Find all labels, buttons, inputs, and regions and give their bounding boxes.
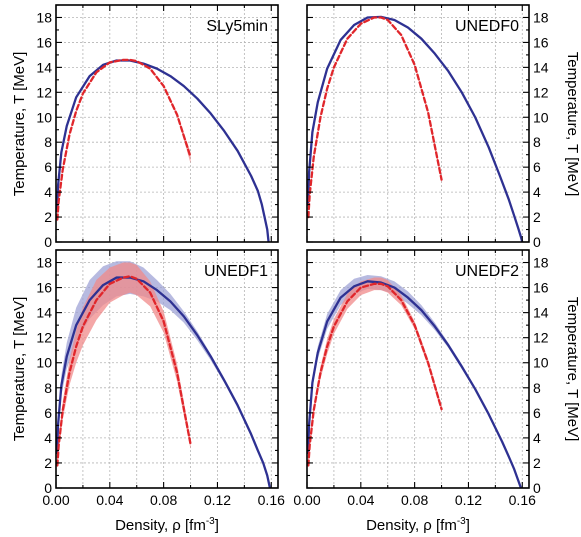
panel-sly5min: 0 2 4 6 8 10 12 14 16 18 SLy5min [36,4,279,250]
y-tick-label: 8 [533,134,541,150]
y-axis-title-right-bottom: Temperature, T [MeV] [564,297,581,442]
x-axis-title-right: Density, ρ [fm-3] [366,516,470,534]
y-tick-label: 2 [533,455,541,471]
blue-solid-curve [307,280,523,488]
y-axis-title-right-top: Temperature, T [MeV] [564,52,581,197]
x-tick-label: 0.12 [204,492,231,508]
y-axis-title-left-top: Temperature, T [MeV] [11,52,28,197]
y-tick-label: 0 [533,234,541,250]
x-tick-label: 0.08 [150,492,177,508]
red-uncertainty-band [57,262,191,468]
x-tick-label: 0.16 [258,492,285,508]
x-axis-title-left: Density, ρ [fm-3] [115,516,219,534]
plot-frame [55,249,279,489]
blue-solid-curve [56,59,270,242]
y-tick-label: 6 [44,159,52,175]
y-tick-label: 12 [533,84,549,100]
y-tick-label: 4 [44,184,52,200]
panel-label: UNEDF0 [455,18,519,35]
y-tick-label: 12 [533,330,549,346]
x-tick-label: 0.08 [401,492,428,508]
panel-label: UNEDF2 [455,263,519,280]
x-tick-label: 0.00 [293,492,320,508]
red-dashed-curve [56,58,192,221]
red-dashed-curve [307,16,443,219]
y-tick-label: 10 [36,109,52,125]
y-tick-label: 8 [533,380,541,396]
y-tick-label: 16 [36,34,52,50]
panel-label: SLy5min [206,18,268,35]
panel-unedf0: 0 2 4 6 8 10 12 14 16 18 UNEDF0 [306,4,549,250]
y-tick-label: 4 [44,430,52,446]
y-tick-label: 18 [36,255,52,271]
y-tick-label: 0 [44,234,52,250]
red-uncertainty-band [57,59,191,220]
blue-uncertainty-band [308,275,521,488]
y-tick-label: 2 [44,455,52,471]
red-dashed-curve [307,282,443,467]
y-tick-label: 18 [36,9,52,25]
y-tick-label: 14 [533,305,549,321]
plot-frame [306,4,530,243]
y-tick-label: 4 [533,184,541,200]
y-tick-label: 16 [36,280,52,296]
blue-solid-curve [56,276,272,488]
y-tick-label: 16 [533,280,549,296]
red-dashed-curve [56,275,192,467]
y-tick-label: 2 [44,209,52,225]
y-tick-label: 6 [533,405,541,421]
y-tick-label: 16 [533,34,549,50]
y-tick-label: 2 [533,209,541,225]
y-tick-label: 6 [533,159,541,175]
panel-unedf1: 0 2 4 6 8 10 12 14 16 18 0.00 0.04 0.08 0.12 0.16 UNED… [36,249,285,508]
y-tick-label: 10 [533,355,549,371]
y-tick-label: 14 [36,59,52,75]
y-tick-label: 14 [533,59,549,75]
y-tick-label: 4 [533,430,541,446]
y-tick-label: 12 [36,84,52,100]
panel-unedf2: 0 2 4 6 8 10 12 14 16 18 0.00 0.04 0.08 0.12 0.16 UNED… [293,249,549,508]
panel-label: UNEDF1 [204,263,268,280]
y-tick-label: 18 [533,9,549,25]
y-tick-label: 12 [36,330,52,346]
y-tick-label: 10 [36,355,52,371]
y-tick-label: 6 [44,405,52,421]
x-tick-label: 0.12 [455,492,482,508]
y-tick-label: 14 [36,305,52,321]
y-tick-label: 8 [44,380,52,396]
y-axis-title-left-bottom: Temperature, T [MeV] [11,297,28,442]
y-tick-label: 18 [533,255,549,271]
plot-frame [55,4,279,243]
x-tick-label: 0.16 [509,492,536,508]
y-tick-label: 0 [533,480,541,496]
blue-solid-curve [307,15,524,242]
y-tick-label: 10 [533,109,549,125]
y-tick-label: 0 [44,480,52,496]
plot-frame [306,249,530,489]
x-tick-label: 0.04 [347,492,374,508]
y-tick-label: 8 [44,134,52,150]
x-tick-label: 0.04 [96,492,123,508]
x-tick-label: 0.00 [42,492,69,508]
